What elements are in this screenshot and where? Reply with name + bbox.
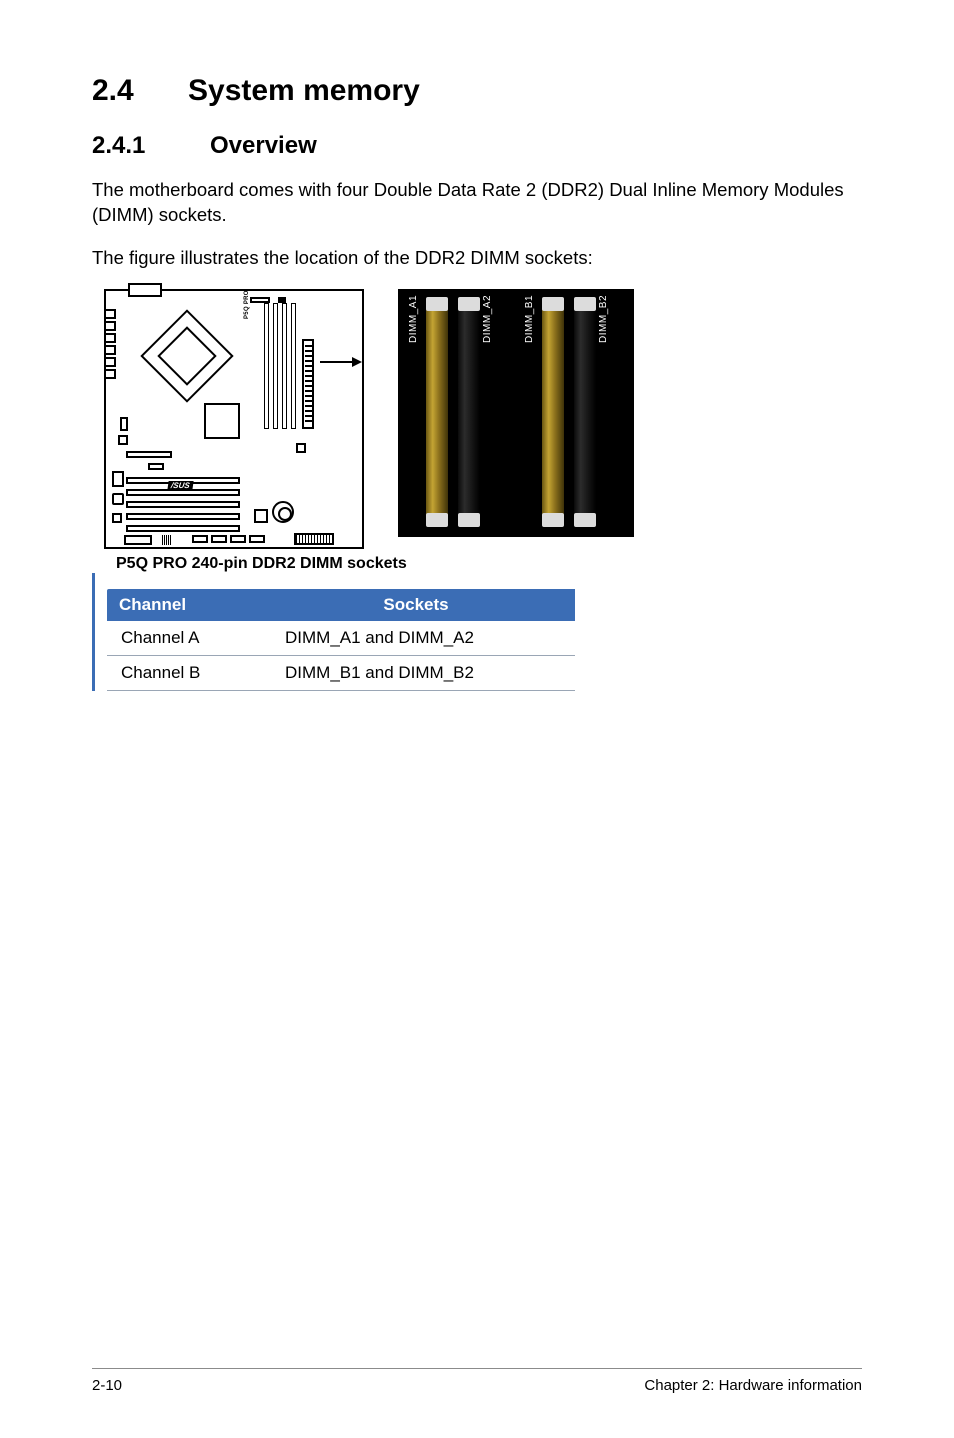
paragraph-2: The figure illustrates the location of t…: [92, 246, 862, 271]
header-icon: [162, 535, 172, 545]
paragraph-1: The motherboard comes with four Double D…: [92, 178, 862, 228]
section-number: 2.4: [92, 74, 188, 108]
channel-table: Channel Sockets Channel A DIMM_A1 and DI…: [107, 589, 575, 691]
pci-slot-icon: [126, 501, 240, 508]
footer-chapter: Chapter 2: Hardware information: [644, 1377, 862, 1394]
chip-icon: [112, 471, 124, 487]
dimm-slot-a1-icon: [426, 301, 448, 523]
pci-slot-icon: [126, 513, 240, 520]
subsection-title-text: Overview: [210, 132, 317, 159]
subsection-title: 2.4.1Overview: [92, 132, 862, 160]
channel-table-wrap: Channel Sockets Channel A DIMM_A1 and DI…: [92, 573, 575, 691]
dimm-slot-icon: [264, 303, 296, 429]
subsection-number: 2.4.1: [92, 132, 210, 160]
dimm-slot-b2-icon: [574, 301, 596, 523]
table-cell-channel: Channel B: [107, 655, 257, 690]
header-icon: [124, 535, 152, 545]
chip-icon: [112, 493, 124, 505]
atx-power-icon: [302, 339, 314, 429]
page-footer: 2-10 Chapter 2: Hardware information: [92, 1368, 862, 1394]
southbridge-icon: [254, 509, 268, 523]
section-title-text: System memory: [188, 74, 420, 107]
dimm-slot-a2-icon: [458, 301, 480, 523]
chip-icon: [296, 443, 306, 453]
diagram-container: P5Q PRO /SUS: [104, 289, 862, 573]
table-cell-sockets: DIMM_B1 and DIMM_B2: [257, 655, 575, 690]
diagram-caption: P5Q PRO 240-pin DDR2 DIMM sockets: [116, 555, 862, 573]
table-cell-sockets: DIMM_A1 and DIMM_A2: [257, 621, 575, 656]
motherboard-schematic: P5Q PRO /SUS: [104, 289, 364, 549]
dimm-photo: DIMM_A1 DIMM_A2 DIMM_B1 DIMM_B2: [398, 289, 634, 537]
cpu-socket-icon: [140, 309, 233, 402]
header-row-icon: [192, 535, 265, 543]
section-title: 2.4System memory: [92, 74, 862, 108]
connector-icon: [128, 283, 162, 297]
dimm-slot-b1-icon: [542, 301, 564, 523]
header-icon: [294, 533, 334, 545]
northbridge-icon: [204, 403, 240, 439]
battery-icon: [272, 501, 294, 523]
table-row: Channel B DIMM_B1 and DIMM_B2: [107, 655, 575, 690]
chip-icon: [112, 513, 122, 523]
asus-logo: /SUS: [167, 481, 193, 490]
dimm-label-b1: DIMM_B1: [524, 295, 535, 343]
io-connectors-icon: [104, 309, 116, 381]
table-header-row: Channel Sockets: [107, 589, 575, 621]
chip-icon: [118, 435, 128, 445]
table-header-sockets: Sockets: [257, 589, 575, 621]
table-row: Channel A DIMM_A1 and DIMM_A2: [107, 621, 575, 656]
arrow-icon: [320, 361, 360, 363]
dimm-label-a2: DIMM_A2: [482, 295, 493, 343]
dimm-label-b2: DIMM_B2: [598, 295, 609, 343]
table-cell-channel: Channel A: [107, 621, 257, 656]
pci-slot-icon: [126, 525, 240, 532]
dimm-label-a1: DIMM_A1: [408, 295, 419, 343]
board-brand-label: P5Q PRO: [244, 290, 250, 319]
pci-slot-icon: [126, 451, 172, 458]
pci-slot-icon: [148, 463, 164, 470]
table-header-channel: Channel: [107, 589, 257, 621]
footer-page-number: 2-10: [92, 1377, 122, 1394]
chip-icon: [120, 417, 128, 431]
